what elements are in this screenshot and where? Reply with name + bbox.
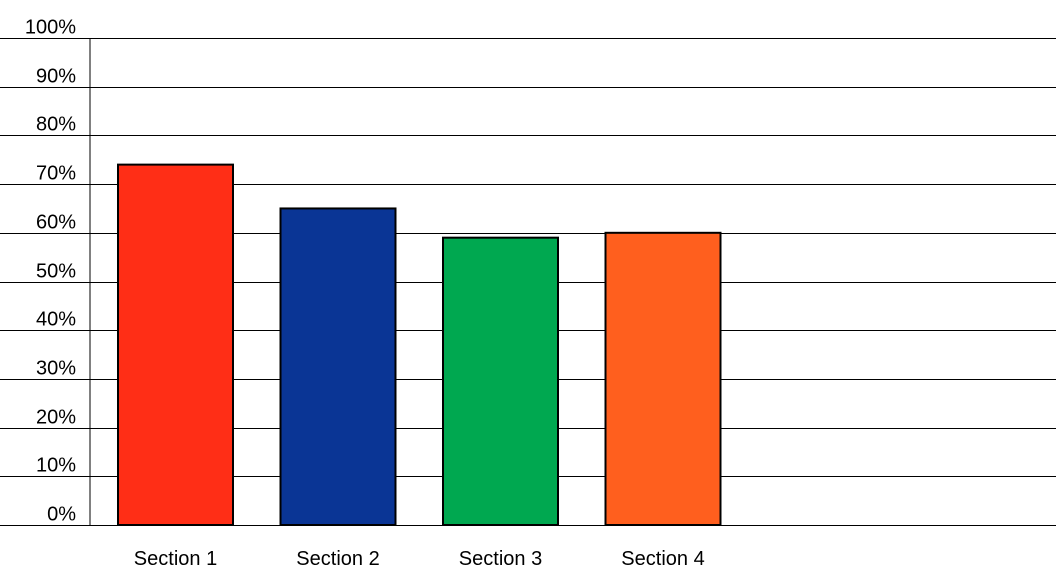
x-category-label: Section 4 bbox=[621, 548, 704, 570]
x-category-label: Section 1 bbox=[134, 548, 217, 570]
bar-section-3 bbox=[442, 236, 559, 526]
y-tick-label: 0% bbox=[47, 504, 76, 526]
bar-section-4 bbox=[604, 231, 722, 527]
y-tick-label: 50% bbox=[36, 261, 76, 283]
x-category-label: Section 2 bbox=[296, 548, 379, 570]
x-axis-category-labels: Section 1 Section 2 Section 3 Section 4 bbox=[134, 548, 705, 570]
y-tick-label: 90% bbox=[36, 66, 76, 88]
y-tick-label: 10% bbox=[36, 455, 76, 477]
bar-section-1 bbox=[117, 163, 234, 526]
y-tick-label: 70% bbox=[36, 163, 76, 185]
y-tick-label: 100% bbox=[25, 17, 76, 39]
y-axis-tick-labels: 0% 10% 20% 30% 40% 50% 60% 70% 80% 90% 100% bbox=[25, 17, 76, 526]
bars bbox=[117, 163, 722, 527]
y-tick-label: 80% bbox=[36, 114, 76, 136]
y-tick-label: 30% bbox=[36, 358, 76, 380]
y-tick-label: 20% bbox=[36, 407, 76, 429]
x-category-label: Section 3 bbox=[459, 548, 542, 570]
bar-section-2 bbox=[279, 207, 397, 526]
y-tick-label: 40% bbox=[36, 309, 76, 331]
y-tick-label: 60% bbox=[36, 212, 76, 234]
